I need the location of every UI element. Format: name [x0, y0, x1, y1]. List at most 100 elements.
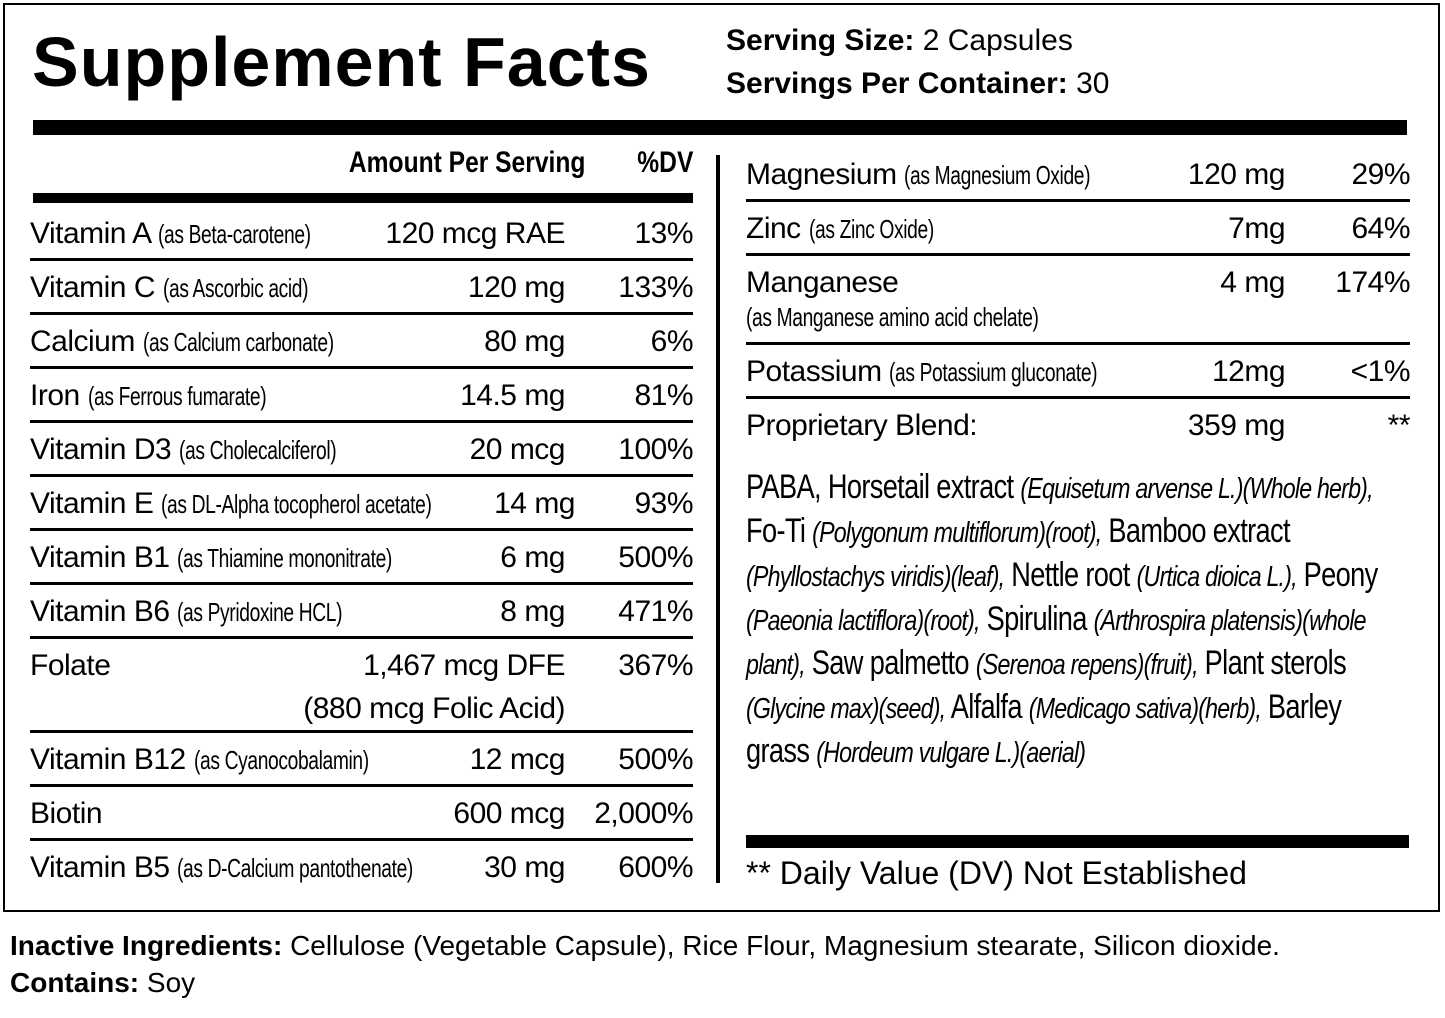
ingredient-source: (Serenoa repens)(fruit), [975, 649, 1199, 681]
ingredient-name: Saw palmetto [804, 644, 976, 682]
nutrient-amount: 1,467 mcg DFE [363, 649, 565, 682]
servings-value: 30 [1076, 67, 1110, 100]
nutrient-dv: 133% [618, 271, 693, 304]
nutrient-source: (as Ascorbic acid) [162, 273, 309, 303]
ingredient-source: (Polygonum multiflorum)(root), [812, 517, 1102, 549]
ingredient-name: Bamboo extract [1101, 512, 1290, 550]
nutrient-dv: 13% [634, 217, 693, 250]
ingredient-source: (Paeonia lactiflora)(root), [746, 605, 981, 637]
nutrient-name: Manganese [746, 266, 899, 299]
nutrient-name: Folate [30, 649, 111, 682]
nutrient-dv: 471% [618, 595, 693, 628]
nutrient-name: Vitamin D3 [30, 433, 172, 466]
serving-size-value: 2 Capsules [922, 24, 1073, 57]
nutrient-dv: 81% [634, 379, 693, 412]
nutrient-name: Magnesium [746, 158, 897, 191]
nutrient-dv: 367% [618, 649, 693, 682]
nutrient-row: Vitamin B12 (as Cyanocobalamin) 12 mcg 5… [30, 733, 693, 787]
nutrient-amount: 120 mcg RAE [385, 217, 565, 250]
nutrient-name: Biotin [30, 797, 103, 830]
nutrient-name: Vitamin A [30, 217, 151, 250]
nutrient-amount: 14 mg [494, 487, 575, 520]
nutrient-dv: 174% [1335, 266, 1410, 299]
nutrient-row: Vitamin E (as DL-Alpha tocopherol acetat… [30, 477, 693, 531]
nutrient-amount: 120 mg [467, 271, 566, 304]
nutrient-row: Biotin 600 mcg 2,000% [30, 787, 693, 841]
ingredient-name: Spirulina [979, 600, 1094, 638]
nutrient-source: (as D-Calcium pantothenate) [177, 853, 414, 883]
nutrient-source: (as Pyridoxine HCL) [177, 597, 343, 627]
nutrient-name: Vitamin B12 [30, 743, 186, 776]
ingredient-source: (Glycine max)(seed), [746, 693, 946, 725]
nutrient-row: Vitamin B5 (as D-Calcium pantothenate) 3… [30, 841, 693, 895]
nutrient-amount: 359 mg [1187, 409, 1286, 442]
nutrient-row: Potassium (as Potassium gluconate) 12mg … [746, 345, 1411, 399]
contains-value: Soy [139, 967, 196, 998]
ingredient-name: PABA, Horsetail extract [746, 468, 1021, 506]
nutrient-amount: 12 mcg [469, 743, 566, 776]
nutrient-dv: 600% [618, 851, 693, 884]
nutrient-row: Manganese (as Manganese amino acid chelat… [746, 256, 1410, 345]
nutrient-name: Zinc [746, 212, 801, 245]
nutrient-amount: 14.5 mg [460, 379, 565, 412]
ingredient-source: (Equisetum arvense L.)(Whole herb), [1020, 473, 1373, 505]
nutrient-source: (as Cholecalciferol) [179, 435, 337, 465]
ingredient-name: Plant sterols [1197, 644, 1347, 682]
nutrient-amount: 30 mg [484, 851, 565, 884]
contains-label: Contains: [10, 967, 140, 998]
ingredient-name: Peony [1296, 556, 1379, 594]
nutrient-name: Vitamin B6 [30, 595, 170, 628]
nutrient-dv: 2,000% [594, 797, 693, 830]
divider-thick [33, 120, 1407, 135]
nutrient-amount: 7mg [1228, 212, 1285, 245]
amount-header: Amount Per Serving [348, 146, 585, 179]
divider-medium [33, 193, 693, 203]
nutrient-name: Vitamin B5 [30, 851, 170, 884]
nutrient-row: Iron (as Ferrous fumarate) 14.5 mg 81% [30, 369, 693, 423]
nutrient-source: (as Calcium carbonate) [142, 327, 334, 357]
nutrient-row: Zinc (as Zinc Oxide) 7mg 64% [746, 202, 1410, 256]
nutrient-name: Calcium [30, 325, 135, 358]
nutrient-source: (as Zinc Oxide) [808, 214, 934, 244]
nutrient-amount-detail: (880 mcg Folic Acid) [303, 692, 565, 725]
ingredient-source: (Arthrospira platensis)(whole plant), [746, 605, 1366, 681]
nutrient-dv: 100% [618, 433, 693, 466]
nutrient-row: Vitamin B6 (as Pyridoxine HCL) 8 mg 471% [30, 585, 693, 639]
nutrient-row: Vitamin A (as Beta-carotene) 120 mcg RAE… [30, 207, 693, 261]
nutrient-amount: 12mg [1211, 355, 1286, 388]
ingredient-source: (Urtica dioica L.), [1136, 561, 1298, 593]
nutrient-name: Vitamin E [30, 487, 154, 520]
nutrient-source: (as Manganese amino acid chelate) [746, 302, 1039, 332]
ingredient-source: (Medicago sativa)(herb), [1028, 693, 1262, 725]
divider-thick-right [746, 835, 1409, 848]
nutrient-name: Iron [30, 379, 80, 412]
nutrient-row: Folate 1,467 mcg DFE (880 mcg Folic Acid)… [30, 639, 693, 733]
nutrient-row: Vitamin B1 (as Thiamine mononitrate) 6 m… [30, 531, 693, 585]
nutrient-dv: 500% [618, 743, 693, 776]
nutrient-source: (as Ferrous fumarate) [87, 381, 267, 411]
ingredient-source: (Phyllostachys viridis)(leaf), [746, 561, 1005, 593]
nutrient-amount: 80 mg [484, 325, 565, 358]
nutrient-name: Potassium [746, 355, 882, 388]
proprietary-blend-ingredients: PABA, Horsetail extract (Equisetum arven… [746, 466, 1411, 774]
servings-per-container: Servings Per Container: 30 [726, 67, 1109, 101]
inactive-value: Cellulose (Vegetable Capsule), Rice Flou… [282, 930, 1280, 961]
nutrient-source: (as Cyanocobalamin) [193, 745, 369, 775]
servings-label: Servings Per Container: [726, 67, 1068, 100]
nutrient-amount: 600 mcg [453, 797, 565, 830]
ingredient-source: (Hordeum vulgare L.)(aerial) [816, 737, 1086, 769]
nutrient-amount: 20 mcg [469, 433, 566, 466]
nutrient-source: (as Potassium gluconate) [889, 357, 1098, 387]
nutrient-amount: 8 mg [500, 595, 565, 628]
nutrient-dv: 64% [1351, 212, 1410, 245]
nutrient-amount: 6 mg [500, 541, 565, 574]
nutrient-row: Calcium (as Calcium carbonate) 80 mg 6% [30, 315, 694, 369]
serving-size: Serving Size: 2 Capsules [726, 24, 1073, 58]
column-divider [716, 155, 720, 883]
nutrient-source: (as Thiamine mononitrate) [177, 543, 393, 573]
nutrient-source: (as DL-Alpha tocopherol acetate) [161, 489, 432, 519]
nutrient-source: (as Magnesium Oxide) [904, 160, 1091, 190]
nutrient-row: Magnesium (as Magnesium Oxide) 120 mg 29… [746, 148, 1410, 202]
nutrient-name: Vitamin C [30, 271, 156, 304]
nutrient-amount: 120 mg [1187, 158, 1286, 191]
